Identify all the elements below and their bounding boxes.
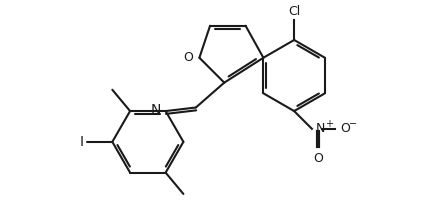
Text: O: O (313, 152, 323, 165)
Text: O: O (340, 122, 350, 135)
Text: N: N (316, 122, 326, 135)
Text: N: N (151, 103, 161, 117)
Text: −: − (349, 118, 357, 129)
Text: O: O (183, 51, 193, 64)
Text: +: + (325, 118, 333, 129)
Text: Cl: Cl (288, 5, 300, 18)
Text: I: I (80, 135, 84, 149)
